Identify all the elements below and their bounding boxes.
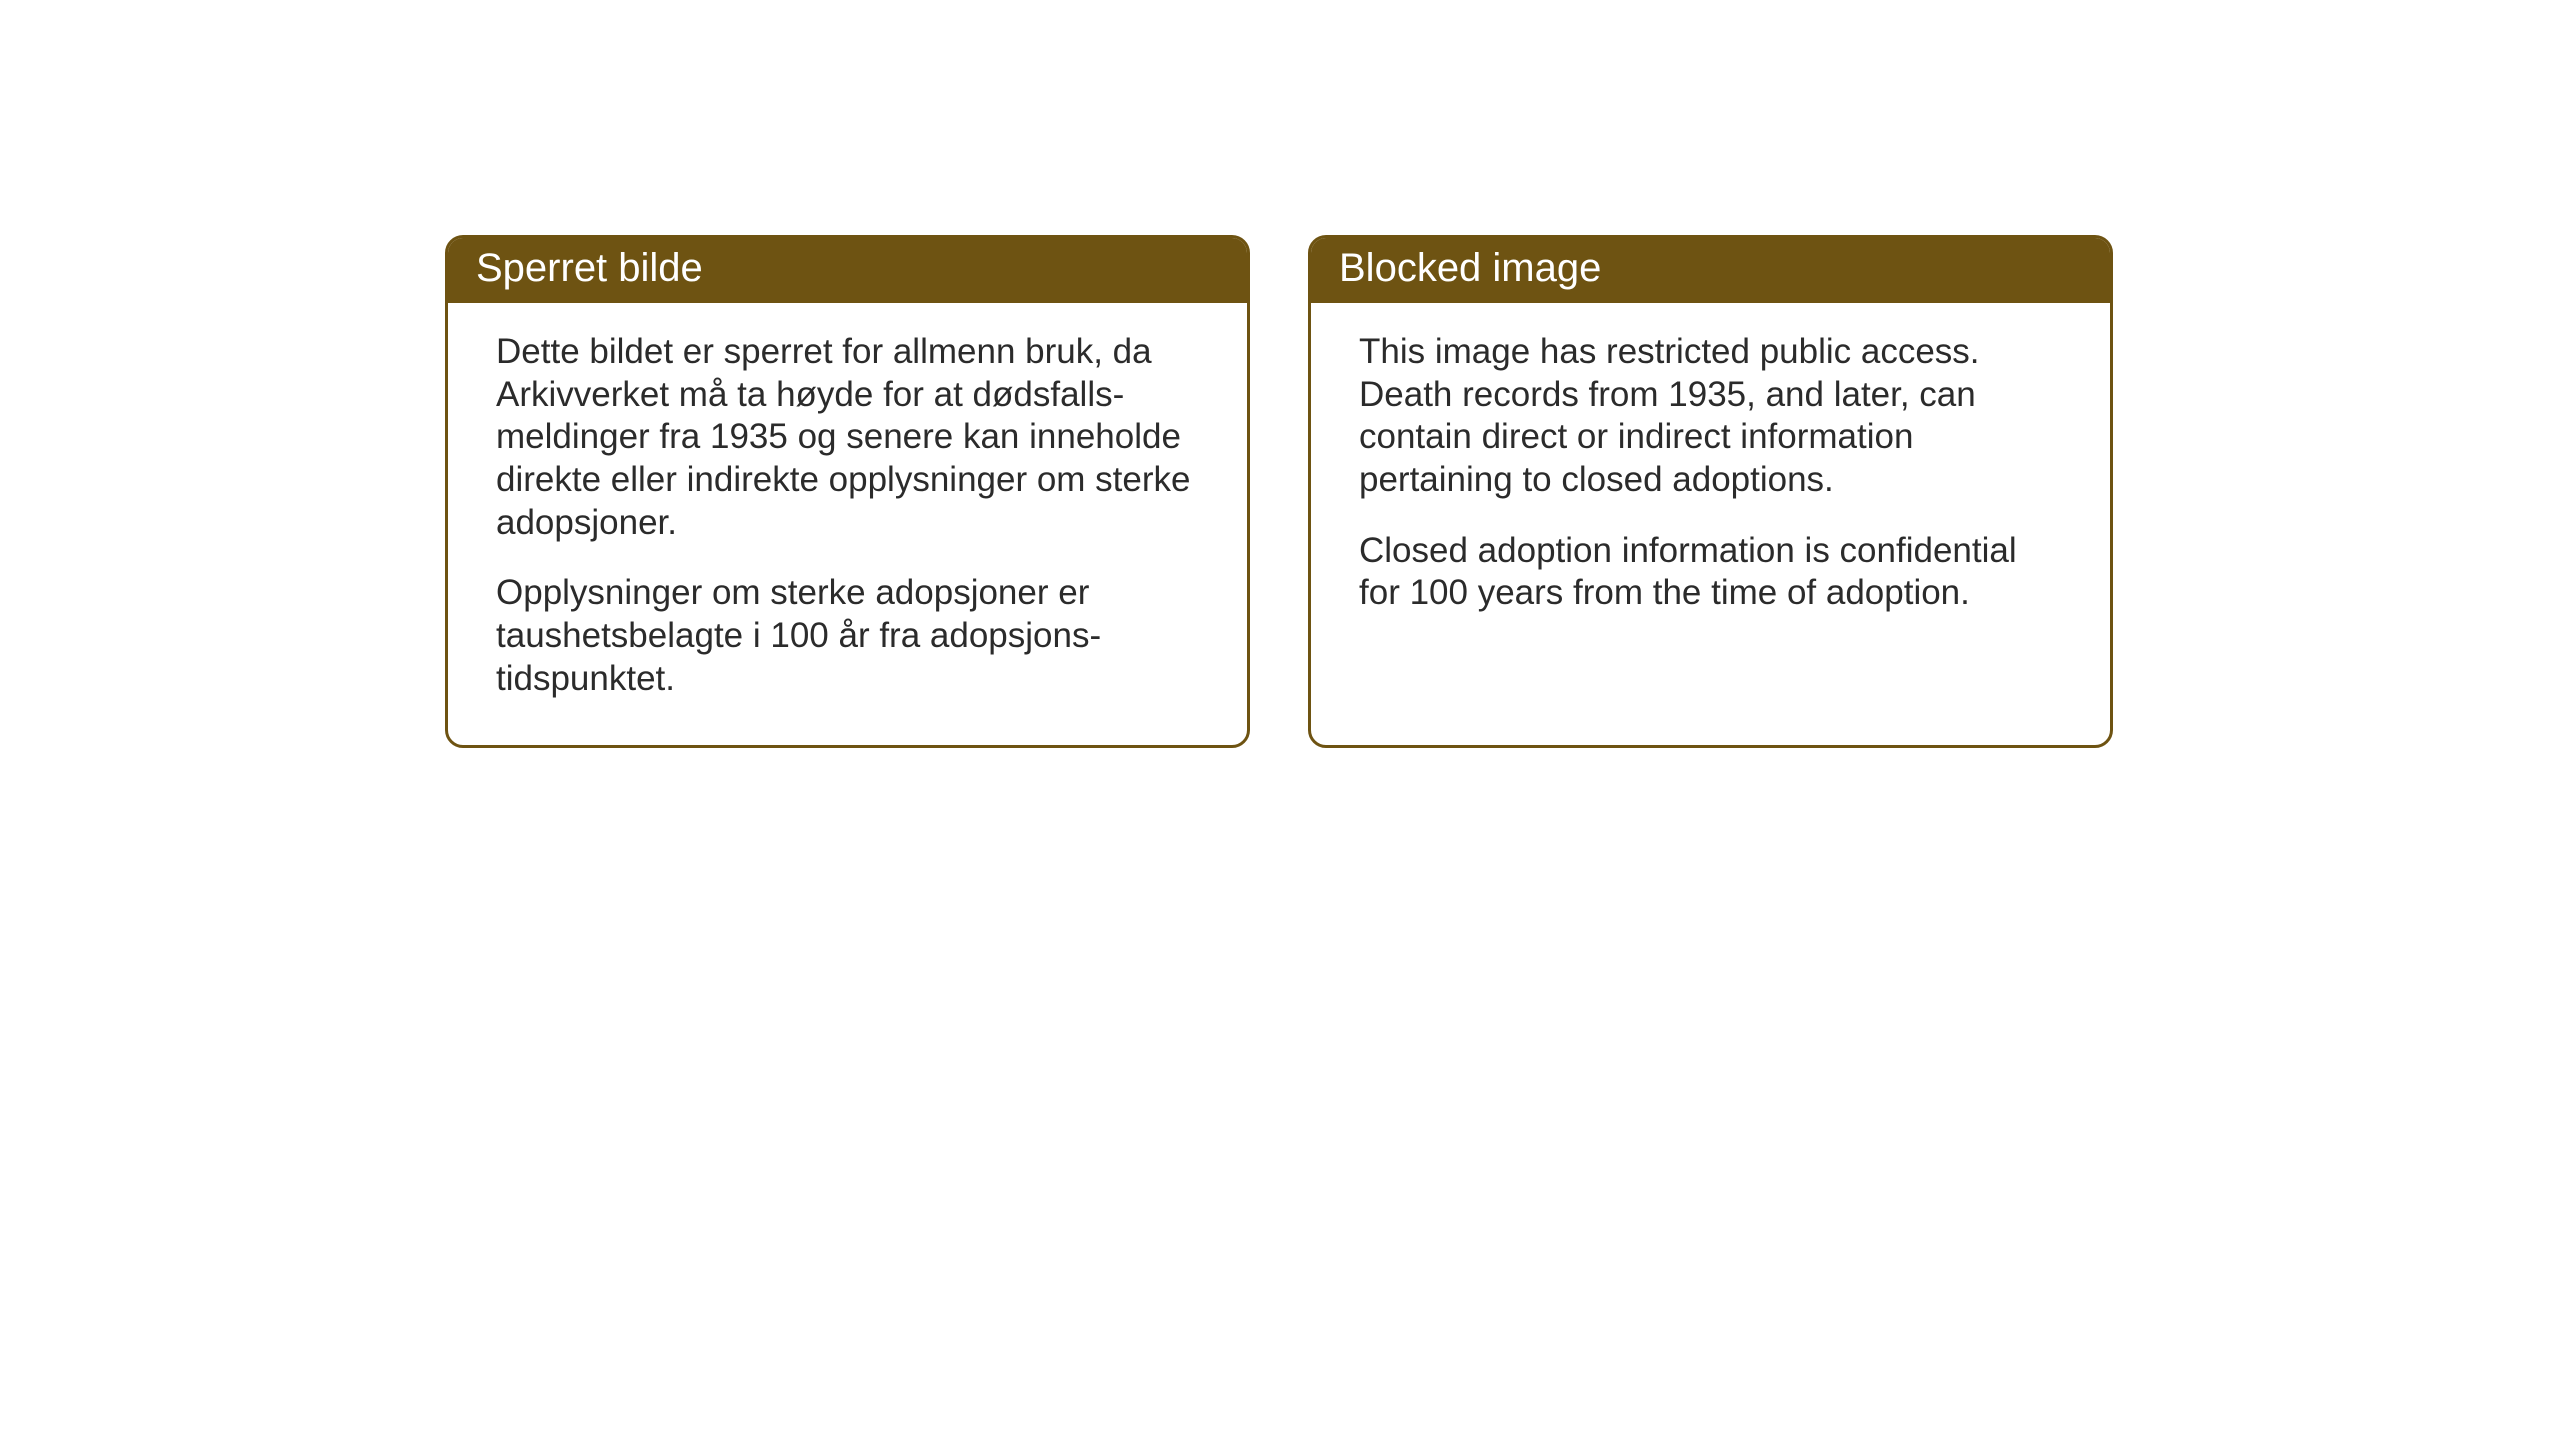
card-title-english: Blocked image [1339,246,1601,290]
card-paragraph2-norwegian: Opplysninger om sterke adopsjoner er tau… [496,572,1199,700]
card-paragraph2-english: Closed adoption information is confident… [1359,530,2062,615]
notice-card-norwegian: Sperret bilde Dette bildet er sperret fo… [445,235,1250,748]
notice-card-english: Blocked image This image has restricted … [1308,235,2113,748]
card-header-norwegian: Sperret bilde [448,238,1247,303]
card-title-norwegian: Sperret bilde [476,246,703,290]
card-header-english: Blocked image [1311,238,2110,303]
card-paragraph1-english: This image has restricted public access.… [1359,331,2062,502]
card-paragraph1-norwegian: Dette bildet er sperret for allmenn bruk… [496,331,1199,544]
card-body-norwegian: Dette bildet er sperret for allmenn bruk… [448,303,1247,733]
card-body-english: This image has restricted public access.… [1311,303,2110,647]
notice-container: Sperret bilde Dette bildet er sperret fo… [445,235,2113,748]
